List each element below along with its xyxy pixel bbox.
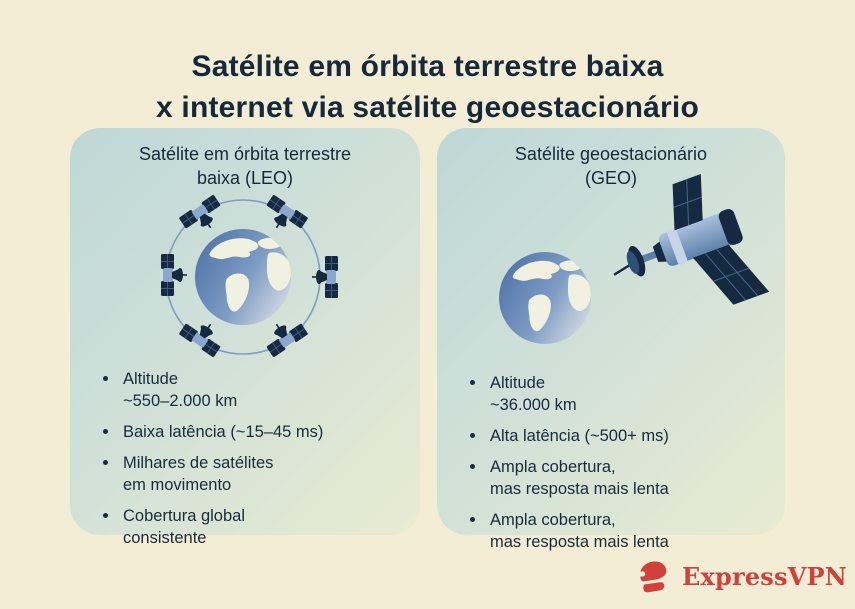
earth-icon [499,252,591,344]
bullet-dot [470,380,475,385]
geo-card-title-line2: (GEO) [585,168,637,188]
bullet-dot [103,429,108,434]
leo-bullet-list: Altitude ~550–2.000 km Baixa latência (~1… [103,368,406,558]
geo-card-title-line1: Satélite geoestacionário [514,144,708,164]
bullet-dot [103,376,108,381]
bullet-dot [470,464,475,469]
bullet-dot [103,460,108,465]
geo-satellite-icon [613,174,770,305]
leo-card-title-line2: baixa (LEO) [196,168,294,188]
earth-icon [195,229,291,325]
list-item: Altitude ~36.000 km [470,372,771,416]
list-item: Ampla cobertura, mas resposta mais lenta [470,509,771,553]
list-item: Cobertura global consistente [103,505,406,549]
list-item: Alta latência (~500+ ms) [470,425,771,447]
satellite-icon [177,311,229,359]
list-item: Milhares de satélites em movimento [103,452,406,496]
satellite-icon [258,193,310,241]
list-item: Ampla cobertura, mas resposta mais lenta [470,456,771,500]
orbit-ring-icon [165,199,321,355]
leo-card-title-line1: Satélite em órbita terrestre [138,144,352,164]
page-title: Satélite em órbita terrestre baixa x int… [0,46,855,128]
geo-card-title: Satélite geoestacionário (GEO) [451,142,771,190]
solar-panel-icon [692,244,770,305]
list-item: Altitude ~550–2.000 km [103,368,406,412]
brand-name: ExpressVPN [682,561,847,591]
expressvpn-logo-icon [633,561,667,593]
bullet-dot [470,433,475,438]
leo-card-title: Satélite em órbita terrestre baixa (LEO) [84,142,406,190]
bullet-dot [470,517,475,522]
page-title-line2: x internet via satélite geoestacionário [156,91,699,125]
satellite-icon [177,193,229,241]
geo-card: Satélite geoestacionário (GEO) Altitude ~… [437,128,785,551]
satellite-icon [311,255,339,299]
satellite-icon [258,311,310,359]
page-title-line1: Satélite em órbita terrestre baixa [191,50,664,84]
leo-card: Satélite em órbita terrestre baixa (LEO)… [70,128,420,547]
bullet-dot [103,513,108,518]
satellite-icon [160,253,188,297]
brand-lockup: ExpressVPN [632,556,847,596]
list-item: Baixa latência (~15–45 ms) [103,421,406,443]
geo-bullet-list: Altitude ~36.000 km Alta latência (~500+ … [470,372,771,562]
